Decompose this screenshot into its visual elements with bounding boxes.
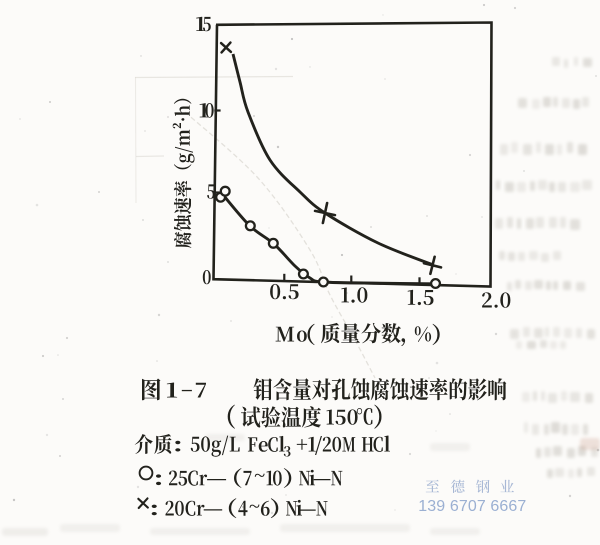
svg-text:139 6707 6667: 139 6707 6667 xyxy=(418,498,526,515)
